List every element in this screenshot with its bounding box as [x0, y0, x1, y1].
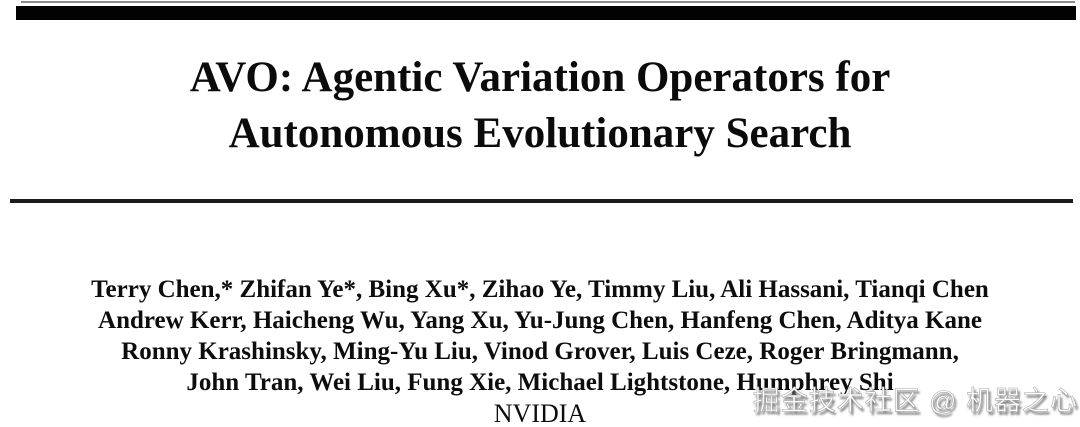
author-block: Terry Chen,* Zhifan Ye*, Bing Xu*, Zihao… — [0, 274, 1080, 427]
watermark-text: 掘金技术社区 @ 机器之心 — [752, 386, 1078, 417]
author-line-2: Andrew Kerr, Haicheng Wu, Yang Xu, Yu-Ju… — [98, 307, 982, 334]
paper-title-line1: AVO: Agentic Variation Operators for — [189, 54, 891, 101]
author-line-1: Terry Chen,* Zhifan Ye*, Bing Xu*, Zihao… — [91, 276, 989, 303]
top-thin-rule — [21, 1, 1075, 3]
affiliation-label: NVIDIA — [493, 399, 587, 427]
paper-title-line2: Autonomous Evolutionary Search — [228, 110, 852, 157]
top-thick-bar — [16, 6, 1076, 20]
author-line-4: John Tran, Wei Liu, Fung Xie, Michael Li… — [186, 369, 894, 396]
author-line-3: Ronny Krashinsky, Ming-Yu Liu, Vinod Gro… — [121, 338, 959, 365]
title-divider-rule — [10, 199, 1073, 203]
paper-title: AVO: Agentic Variation Operators for Aut… — [0, 50, 1080, 162]
